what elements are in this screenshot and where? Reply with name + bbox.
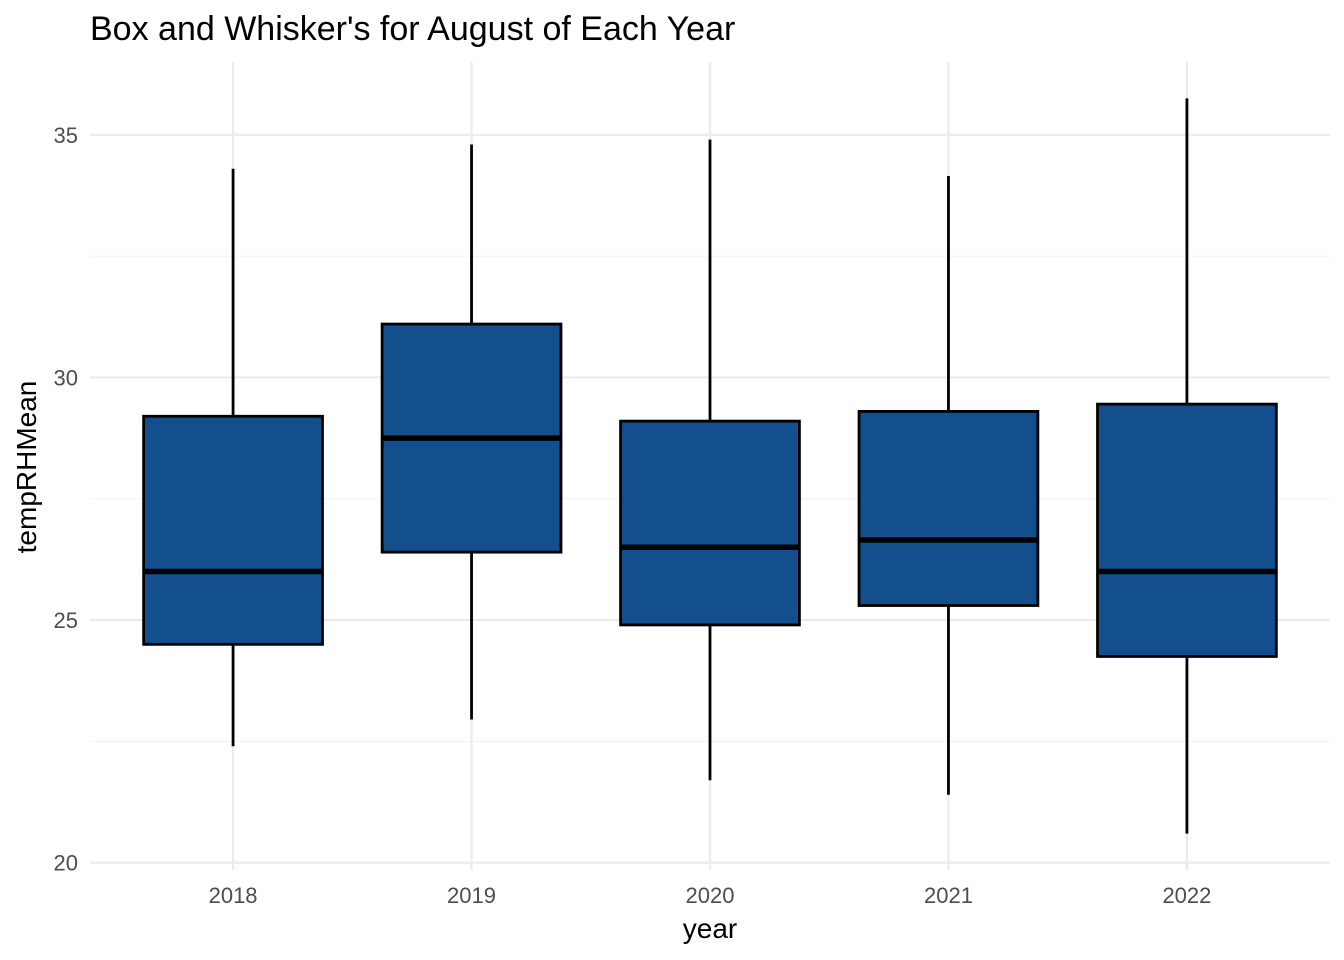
x-tick-label: 2018 [209, 883, 258, 908]
interquartile-box [1096, 402, 1278, 658]
y-tick-label: 20 [54, 851, 78, 876]
box-2020 [619, 139, 801, 781]
x-tick-label: 2021 [924, 883, 973, 908]
y-axis-label: tempRHMean [11, 381, 42, 554]
interquartile-box [619, 419, 801, 627]
x-axis-label: year [683, 913, 737, 944]
box-2022 [1096, 98, 1278, 834]
y-tick-label: 35 [54, 123, 78, 148]
box-2018 [142, 168, 324, 747]
box-2021 [857, 176, 1040, 795]
box-2019 [380, 144, 563, 720]
y-axis-ticks: 20 25 30 35 [54, 123, 78, 876]
chart-title: Box and Whisker's for August of Each Yea… [90, 10, 735, 48]
x-tick-label: 2019 [447, 883, 496, 908]
y-tick-label: 30 [54, 365, 78, 390]
x-tick-label: 2022 [1162, 883, 1211, 908]
box-series [142, 98, 1278, 834]
x-axis-ticks: 2018 2019 2020 2021 2022 [209, 883, 1212, 908]
interquartile-box [857, 410, 1040, 607]
x-tick-label: 2020 [686, 883, 735, 908]
interquartile-box [142, 414, 324, 646]
y-tick-label: 25 [54, 608, 78, 633]
